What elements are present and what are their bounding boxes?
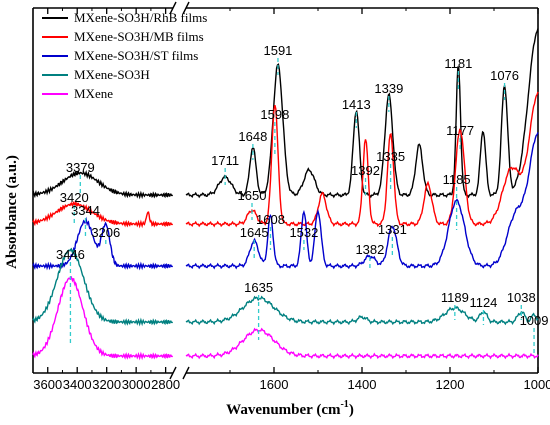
peak-label-1645: 1645 (240, 225, 269, 240)
peak-label-1038: 1038 (507, 290, 536, 305)
peak-label-1591: 1591 (263, 43, 292, 58)
peak-label-1331: 1331 (378, 222, 407, 237)
legend-label-mxene: MXene (74, 86, 113, 101)
peak-label-3379: 3379 (66, 160, 95, 175)
peak-label-1608: 1608 (256, 212, 285, 227)
peak-label-1181: 1181 (444, 56, 472, 71)
x-tick-label-2800: 2800 (151, 377, 180, 392)
peak-label-1598: 1598 (260, 107, 289, 122)
x-tick-label-1600: 1600 (260, 377, 289, 392)
x-tick-label-1200: 1200 (436, 377, 465, 392)
peak-label-1124: 1124 (469, 295, 497, 310)
x-tick-label-1000: 1000 (524, 377, 550, 392)
peak-label-1076: 1076 (490, 68, 519, 83)
axis-break-mark-top-right (182, 1, 190, 15)
peak-label-1392: 1392 (351, 163, 380, 178)
series-mxene-so3h-left (32, 247, 174, 327)
series-mxene-right (185, 327, 539, 360)
series-mxene-so3h-rhb-films-left (32, 169, 174, 200)
legend-label-mxene-so3h-st-films: MXene-SO3H/ST films (74, 48, 198, 63)
legend: MXene-SO3H/RhB films MXene-SO3H/MB films M… (42, 10, 207, 101)
series-mxene-so3h-mb-films-right (185, 91, 539, 228)
peak-label-1009: 1009 (520, 313, 549, 328)
peak-label-1335: 1335 (376, 149, 405, 164)
series-mxene-so3h-st-films-right (185, 132, 539, 270)
axis-break-mark-top-left (169, 1, 177, 15)
peak-label-1648: 1648 (238, 129, 267, 144)
peak-label-1650: 1650 (238, 188, 267, 203)
peak-label-1177: 1177 (446, 123, 474, 138)
series-mxene-so3h-st-films-left (32, 216, 174, 271)
series-mxene-left (32, 275, 174, 361)
plot-frame: 3600 3400 3200 3000 2800 1600 1400 1200 1000 (32, 1, 550, 392)
peak-label-1382: 1382 (355, 242, 384, 257)
peak-label-3206: 3206 (91, 225, 120, 240)
axis-break-mark-bottom-left (169, 366, 177, 380)
peak-label-1189: 1189 (441, 290, 469, 305)
x-tick-label-3400: 3400 (63, 377, 92, 392)
peak-label-1635: 1635 (244, 280, 273, 295)
peak-label-3344: 3344 (71, 203, 100, 218)
x-tick-label-1400: 1400 (348, 377, 377, 392)
peak-label-3420: 3420 (60, 190, 89, 205)
legend-label-mxene-so3h-mb-films: MXene-SO3H/MB films (74, 29, 204, 44)
x-tick-label-3000: 3000 (122, 377, 151, 392)
x-axis-label-sup: -1 (340, 399, 348, 410)
series-mxene-so3h-mb-films-left (32, 200, 174, 229)
x-axis-label: Wavenumber (cm-1) (226, 399, 354, 418)
series-layer (32, 28, 539, 361)
peak-label-1339: 1339 (374, 81, 403, 96)
legend-label-mxene-so3h-rhb-films: MXene-SO3H/RhB films (74, 10, 207, 25)
axis-break-mark-bottom-right (182, 366, 190, 380)
peak-label-1413: 1413 (342, 97, 371, 112)
peak-label-1532: 1532 (289, 225, 318, 240)
axes-text: Absorbance (a.u.) Wavenumber (cm-1) (4, 155, 354, 418)
legend-label-mxene-so3h: MXene-SO3H (74, 67, 150, 82)
x-tick-label-3600: 3600 (33, 377, 62, 392)
series-mxene-so3h-right (185, 295, 539, 326)
peak-label-3446: 3446 (56, 247, 85, 262)
peak-label-1185: 1185 (443, 172, 471, 187)
peak-label-1711: 1711 (211, 153, 239, 168)
y-axis-label: Absorbance (a.u.) (4, 155, 20, 269)
x-tick-label-3200: 3200 (92, 377, 121, 392)
